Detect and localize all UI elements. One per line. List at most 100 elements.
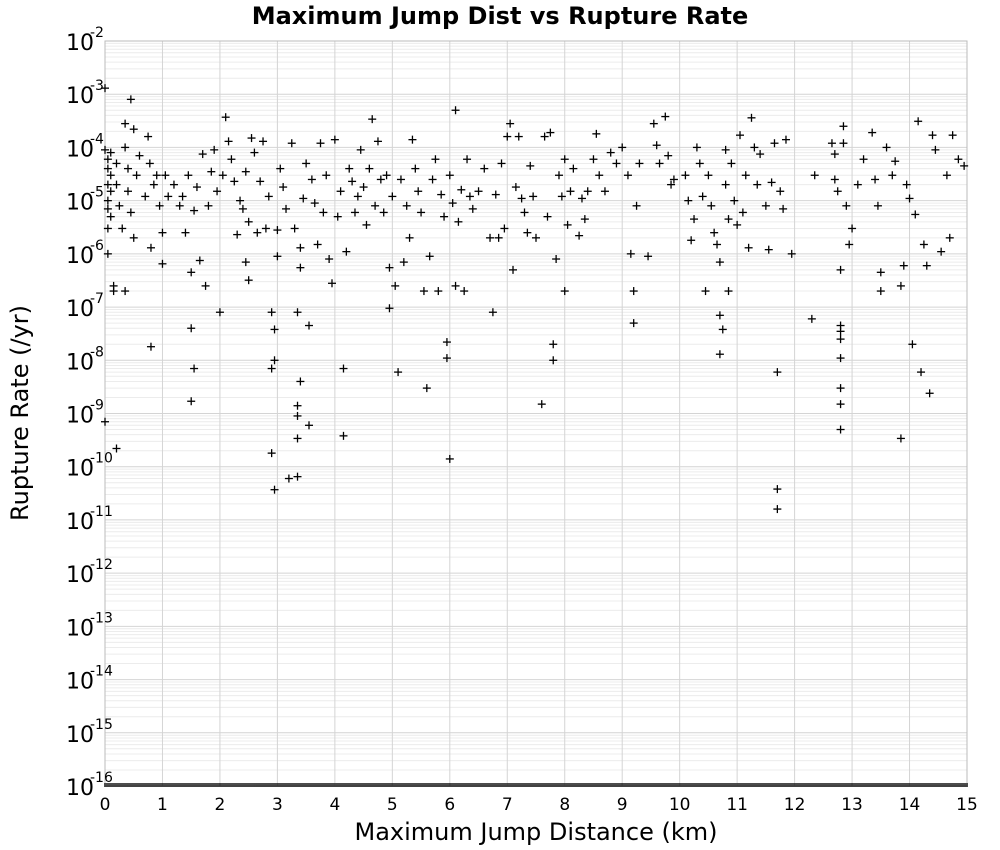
data-point	[402, 201, 411, 210]
y-tick-label: 10	[66, 404, 94, 429]
data-point	[391, 281, 400, 290]
data-point	[721, 180, 730, 189]
data-point	[451, 281, 460, 290]
data-point	[158, 228, 167, 237]
data-point	[103, 249, 112, 258]
data-point	[146, 243, 155, 252]
data-point	[839, 139, 848, 148]
data-point	[123, 187, 132, 196]
data-point	[736, 131, 745, 140]
data-point	[244, 276, 253, 285]
data-point	[270, 325, 279, 334]
y-tick-label: 10	[66, 563, 94, 588]
x-tick-label: 9	[617, 795, 628, 815]
data-point	[126, 208, 135, 217]
data-point	[155, 201, 164, 210]
data-point	[876, 287, 885, 296]
x-tick-label: 12	[784, 795, 806, 815]
data-point	[195, 256, 204, 265]
data-point	[750, 143, 759, 152]
data-point	[836, 354, 845, 363]
x-tick-label: 6	[444, 795, 455, 815]
data-point	[348, 177, 357, 186]
data-point	[937, 247, 946, 256]
data-point	[919, 240, 928, 249]
data-point	[115, 201, 124, 210]
data-point	[839, 122, 848, 131]
y-tick-exponent: -11	[90, 504, 113, 520]
data-point	[425, 252, 434, 261]
data-point	[914, 117, 923, 126]
data-point	[718, 325, 727, 334]
data-point	[549, 340, 558, 349]
data-point	[273, 226, 282, 235]
data-point	[106, 187, 115, 196]
data-point	[417, 208, 426, 217]
data-point	[807, 314, 816, 323]
data-point	[529, 192, 538, 201]
data-point	[187, 324, 196, 333]
data-point	[279, 183, 288, 192]
data-point	[744, 243, 753, 252]
data-point	[399, 258, 408, 267]
data-point	[810, 171, 819, 180]
baseline-tick-strip	[104, 783, 968, 787]
data-point	[626, 249, 635, 258]
data-point	[954, 155, 963, 164]
data-point	[129, 125, 138, 134]
data-point	[123, 164, 132, 173]
data-point	[695, 159, 704, 168]
x-tick-label: 10	[669, 795, 691, 815]
data-point	[385, 304, 394, 313]
data-point	[190, 206, 199, 215]
data-point	[681, 171, 690, 180]
data-point	[873, 201, 882, 210]
data-point	[442, 354, 451, 363]
data-point	[327, 279, 336, 288]
data-point	[141, 192, 150, 201]
data-point	[945, 233, 954, 242]
y-axis-label: Rupture Rate (/yr)	[6, 305, 34, 521]
data-point	[158, 259, 167, 268]
data-point	[336, 187, 345, 196]
data-point	[382, 171, 391, 180]
data-point	[554, 171, 563, 180]
data-point	[773, 368, 782, 377]
data-point	[701, 287, 710, 296]
data-point	[781, 135, 790, 144]
data-point	[244, 217, 253, 226]
y-tick-label: 10	[66, 723, 94, 748]
data-point	[649, 119, 658, 128]
data-point	[103, 164, 112, 173]
data-point	[109, 287, 118, 296]
data-point	[112, 444, 121, 453]
data-point	[431, 155, 440, 164]
y-tick-label: 10	[66, 616, 94, 641]
y-tick-label: 10	[66, 510, 94, 535]
data-point	[293, 308, 302, 317]
x-tick-label: 5	[387, 795, 398, 815]
data-point	[192, 183, 201, 192]
data-point	[560, 155, 569, 164]
data-point	[580, 215, 589, 224]
data-point	[827, 139, 836, 148]
data-point	[445, 171, 454, 180]
data-point	[224, 137, 233, 146]
data-point	[118, 224, 127, 233]
y-tick-exponent: -15	[90, 717, 113, 733]
data-point	[669, 175, 678, 184]
data-point	[724, 215, 733, 224]
data-point	[779, 204, 788, 213]
data-point	[491, 190, 500, 199]
data-point	[506, 119, 515, 128]
data-point	[273, 252, 282, 261]
data-point	[112, 159, 121, 168]
data-point	[201, 281, 210, 290]
data-point	[339, 431, 348, 440]
data-point	[296, 263, 305, 272]
data-point	[221, 113, 230, 122]
data-point	[724, 287, 733, 296]
data-point	[540, 132, 549, 141]
data-point	[145, 159, 154, 168]
data-point	[908, 340, 917, 349]
